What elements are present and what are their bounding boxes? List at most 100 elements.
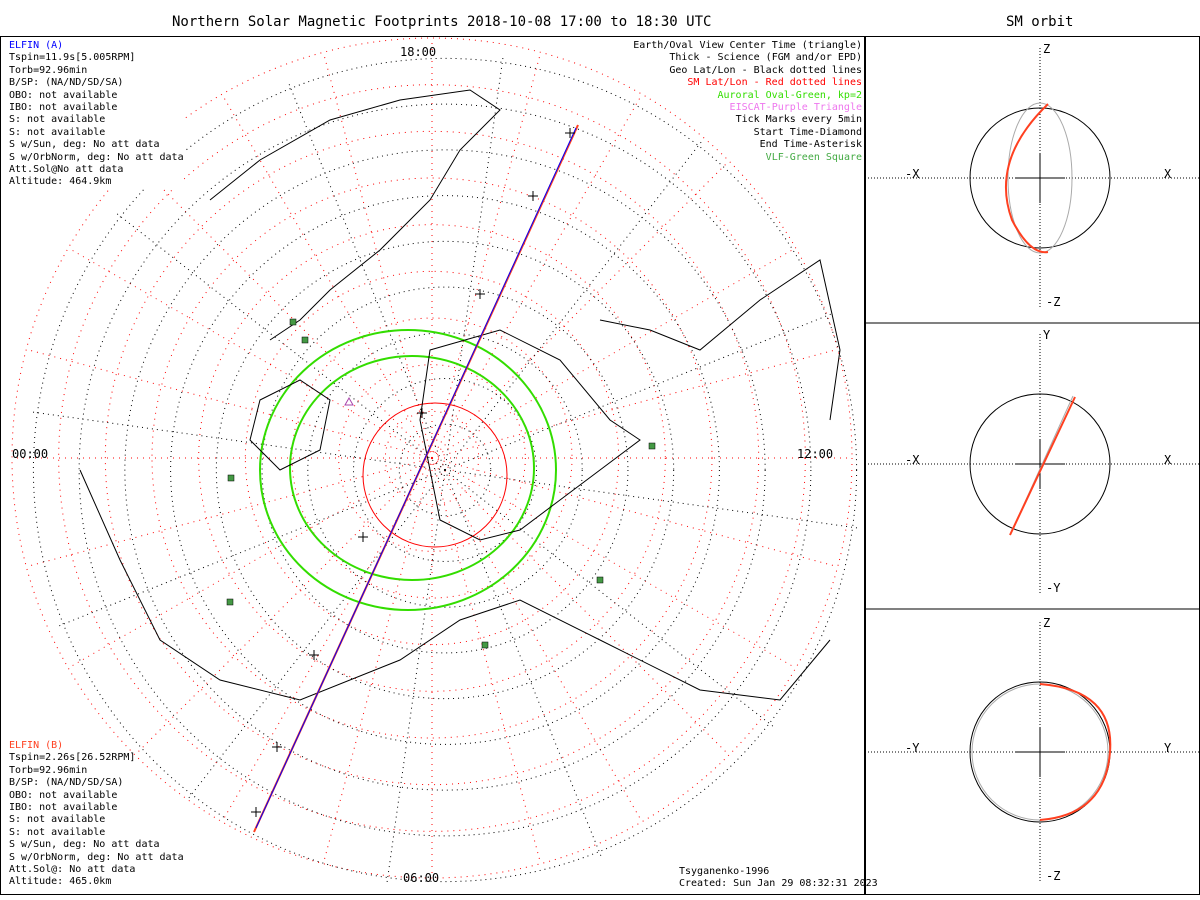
vlf-green-square: [648, 442, 656, 450]
geo-lon-line: [444, 138, 704, 471]
tick-mark: [309, 650, 319, 660]
geo-lat-circle: [170, 195, 720, 745]
info-line: S w/OrbNorm, deg: No att data: [9, 151, 184, 163]
axis-label-left: -X: [905, 167, 920, 181]
sm-lon-line: [431, 348, 838, 459]
axis-label-top: Z: [1043, 42, 1051, 56]
axis-label-right: X: [1164, 167, 1172, 181]
geo-lat-circle: [353, 378, 537, 562]
axis-label-left: -X: [905, 453, 920, 467]
legend-item: Start Time-Diamond: [753, 126, 862, 138]
axis-label-bottom: -Z: [1046, 869, 1061, 883]
coastline: [209, 89, 501, 341]
info-line: Tspin=2.26s[26.52RPM]: [9, 752, 136, 764]
vlf-green-square: [226, 598, 234, 606]
created-label: Created: Sun Jan 29 08:32:31 2023: [679, 878, 878, 889]
info-line: S w/OrbNorm, deg: No att data: [9, 851, 184, 863]
legend-item: Geo Lat/Lon - Black dotted lines: [669, 64, 862, 76]
sm-lon-line: [322, 52, 433, 459]
info-line: Att.Sol@No att data: [9, 164, 124, 176]
vlf-green-square: [301, 336, 309, 344]
elfin-a-info: ELFIN (A) Tspin=11.9s[5.005RPM] Torb=92.9…: [9, 40, 184, 189]
info-line: OBO: not available: [9, 789, 118, 801]
plot-title: Northern Solar Magnetic Footprints 2018-…: [172, 14, 712, 30]
axis-label-top: Z: [1043, 616, 1051, 630]
orbit-b: [1039, 683, 1112, 821]
earth-circle: [969, 393, 1111, 535]
geo-lat-circle: [32, 57, 858, 883]
sm-lon-line: [221, 94, 433, 459]
auroral-oval-outer: [259, 329, 557, 611]
vlf-green-square: [289, 318, 297, 326]
geo-lon-line: [386, 469, 446, 886]
axis-label-bottom: -Y: [1046, 581, 1061, 595]
geo-lat-circle: [261, 286, 629, 654]
legend-item: SM Lat/Lon - Red dotted lines: [687, 77, 862, 89]
auroral-oval-inner: [289, 355, 535, 581]
axis-label-left: -Y: [905, 741, 920, 755]
geo-lat-circle: [78, 103, 812, 837]
legend-item: Thick - Science (FGM and/or EPD): [669, 52, 862, 64]
sm-lon-line: [26, 457, 433, 568]
sm-lon-line: [431, 457, 838, 568]
axis-label-right: Y: [1164, 741, 1172, 755]
polar-map: [11, 37, 861, 886]
info-line: S w/Sun, deg: No att data: [9, 839, 160, 851]
info-line: Att.Sol@: No att data: [9, 864, 136, 876]
legend-item: End Time-Asterisk: [759, 139, 862, 151]
sm-lon-line: [431, 160, 730, 459]
map-frame: [0, 36, 865, 895]
info-line: Altitude: 464.9km: [9, 176, 112, 188]
tick-mark: [475, 289, 485, 299]
sm-lon-line: [431, 94, 643, 459]
orbit-b: [1005, 103, 1049, 254]
geo-lon-line: [186, 469, 446, 802]
tick-mark: [251, 807, 261, 817]
earth-circle: [969, 107, 1111, 249]
info-line: S: not available: [9, 126, 106, 138]
coastline: [249, 379, 331, 471]
sm-lat-circle: [58, 84, 806, 832]
elfin-b-name: ELFIN (B): [9, 740, 64, 751]
elfin-a-track: [255, 127, 577, 829]
vlf-green-square: [481, 641, 489, 649]
orbit-panels: [865, 48, 1200, 882]
sm-lon-line: [68, 247, 433, 459]
geo-lat-circle: [215, 240, 675, 700]
info-line: OBO: not available: [9, 89, 118, 101]
vlf-green-square: [596, 576, 604, 584]
sm-lat-circle: [384, 410, 480, 506]
vlf-green-square: [227, 474, 235, 482]
sm-lat-circle: [338, 364, 526, 552]
legend-item: Auroral Oval-Green, kp=2: [717, 89, 863, 101]
eiscat-triangle: [344, 396, 354, 406]
legend-item: EISCAT-Purple Triangle: [729, 102, 862, 114]
legend-item: Earth/Oval View Center Time (triangle): [633, 40, 862, 51]
mlt-00: 00:00: [12, 447, 49, 461]
geo-lon-line: [444, 469, 861, 529]
info-line: S: not available: [9, 814, 106, 826]
sm-lon-line: [431, 457, 542, 864]
coastline: [599, 259, 841, 421]
info-line: IBO: not available: [9, 802, 118, 814]
coastline: [419, 329, 641, 541]
geo-lon-line: [444, 54, 504, 471]
coastline: [79, 469, 831, 701]
info-line: S: not available: [9, 826, 106, 838]
sm-lon-line: [68, 457, 433, 669]
orbit-a: [1007, 102, 1073, 254]
sm-lat-circle: [104, 130, 760, 786]
sm-lon-line: [322, 457, 433, 864]
geo-lon-line: [444, 312, 835, 471]
geo-lat-circle: [398, 423, 492, 517]
sm-lon-line: [134, 160, 433, 459]
mlt-06: 06:00: [403, 871, 440, 885]
tick-mark: [528, 191, 538, 201]
info-line: B/SP: (NA/ND/SD/SA): [9, 77, 124, 89]
geo-lat-circle: [124, 149, 766, 791]
info-line: Altitude: 465.0km: [9, 876, 112, 888]
geo-lat-circle: [307, 332, 583, 608]
sm-lon-line: [431, 457, 643, 822]
